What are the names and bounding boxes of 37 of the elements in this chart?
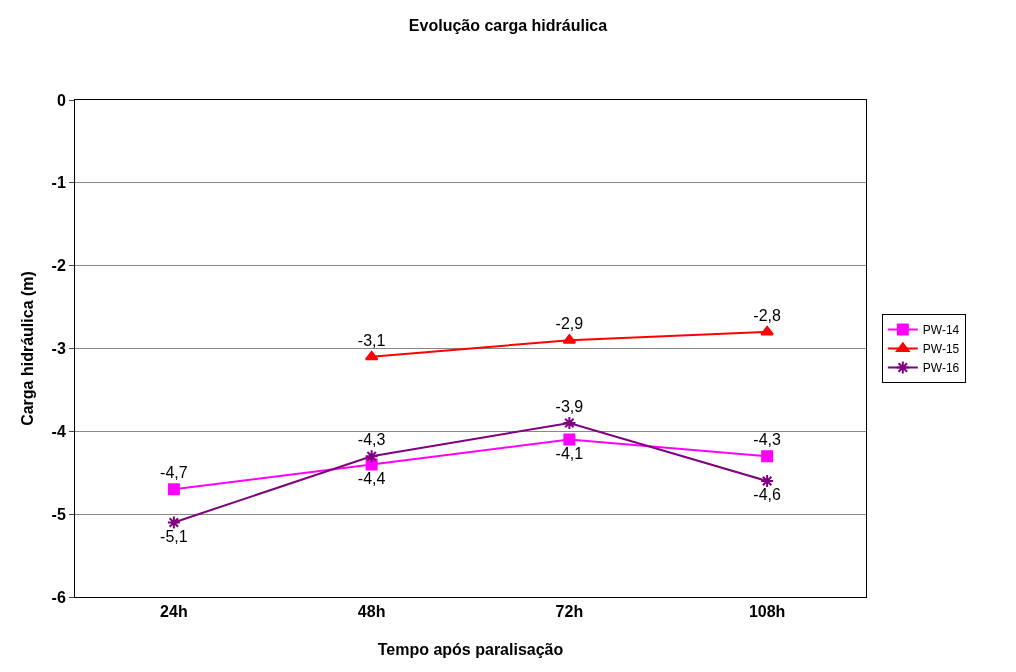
x-tick-label: 108h [748,603,786,621]
data-label: -3,1 [357,331,386,349]
x-tick-label: 72h [555,603,584,621]
y-tick-label: -4 [51,422,66,440]
point [760,474,775,489]
y-tick-label: -1 [51,174,66,192]
chart-title: Evolução carga hidráulica [408,17,608,35]
point [760,325,774,336]
data-label: -4,4 [357,469,386,487]
y-tick-label: -6 [51,588,66,606]
legend-label: PW-16 [922,361,960,376]
data-label: -4,6 [753,486,782,504]
point [563,433,576,446]
data-label: -2,9 [555,314,584,332]
point [167,483,180,496]
legend-label: PW-14 [922,323,960,338]
point [761,450,774,463]
y-tick-label: -3 [51,340,66,358]
y-tick-label: -5 [51,505,66,523]
y-tick-label: -2 [51,257,66,275]
x-tick-label: 48h [357,603,386,621]
legend-label: PW-15 [922,342,960,357]
point [364,449,379,464]
x-axis-title: Tempo após paralisação [377,641,564,658]
x-tick-label: 24h [160,603,188,621]
data-label: -4,3 [357,430,386,448]
data-label: -2,8 [753,306,782,324]
data-label: -4,3 [753,430,782,448]
point [562,416,577,431]
data-label: -4,1 [555,444,584,462]
point [166,515,181,530]
data-label: -5,1 [160,527,188,545]
point [364,350,379,361]
y-tick-label: 0 [56,91,66,109]
y-axis-title: Carga hidráulica (m) [19,271,36,426]
data-label: -4,7 [160,464,188,482]
data-label: -3,9 [555,397,584,415]
